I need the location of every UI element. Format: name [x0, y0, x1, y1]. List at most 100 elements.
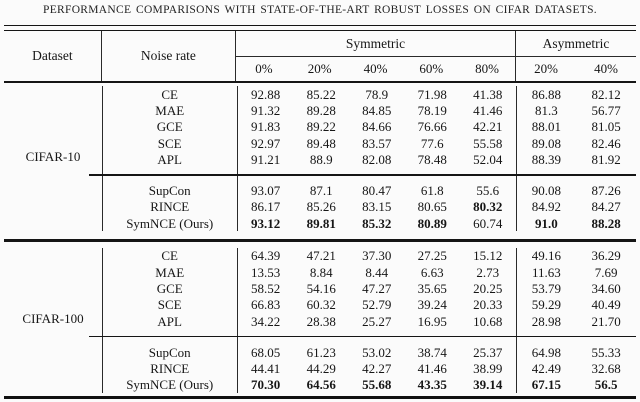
spacer-cell — [4, 167, 102, 182]
method-label: APL — [101, 151, 237, 168]
value-cell: 86.88 — [515, 86, 577, 103]
value-cell: 83.57 — [362, 135, 392, 151]
value-cell: 85.22 — [306, 86, 336, 102]
table-row: CE 64.39 47.21 37.30 27.25 15.12 49.16 36.29 — [4, 247, 636, 265]
method-label: GCE — [101, 280, 237, 297]
value-cell: 27.25 — [417, 248, 447, 264]
value-cell: 85.26 — [306, 199, 336, 215]
value-cell: 38.99 — [473, 361, 503, 377]
value-cell: 81.3 — [515, 102, 577, 119]
value-cell: 66.83 — [236, 296, 294, 313]
value-cell: 10.68 — [473, 313, 503, 329]
value-cell: 90.08 — [515, 182, 577, 199]
value-cell: 49.16 — [515, 247, 577, 265]
value-cell: 44.29 — [306, 361, 336, 377]
value-cell: 34.22 — [236, 312, 294, 330]
value-cell: 43.35 — [417, 377, 447, 393]
symmetric-noise-col: 20% — [307, 61, 332, 76]
value-cell: 41.46 — [473, 102, 503, 118]
spacer-cell — [4, 329, 102, 344]
value-cell: 87.1 — [309, 183, 333, 199]
dataset-label: CIFAR-10 — [25, 149, 81, 165]
value-cell: 77.6 — [420, 135, 444, 151]
value-cell: 60.32 — [306, 297, 336, 313]
value-cell: 52.04 — [473, 151, 503, 167]
table-row: MAE 91.32 89.28 84.85 78.19 41.46 81.3 56.77 — [4, 102, 636, 119]
value-cell: 83.15 — [362, 199, 392, 215]
value-cell: 91.0 — [515, 215, 577, 232]
table-row: SupCon 93.07 87.1 80.47 61.8 55.6 90.08 87.26 — [4, 182, 636, 199]
value-cell: 64.56 — [306, 377, 336, 393]
value-cell: 82.08 — [362, 151, 392, 167]
value-cell: 92.88 — [236, 86, 294, 103]
value-cell: 92.97 — [236, 134, 294, 152]
group-divider-rule — [89, 174, 636, 176]
symmetric-noise-col: 80% — [475, 61, 500, 76]
value-cell: 89.22 — [306, 119, 336, 135]
value-cell: 84.27 — [591, 199, 621, 215]
method-label: SymNCE (Ours) — [101, 376, 237, 394]
value-cell: 28.38 — [306, 313, 336, 329]
value-cell: 40.49 — [591, 297, 621, 313]
value-cell: 54.16 — [306, 281, 336, 296]
table-row: GCE 91.83 89.22 84.66 76.66 42.21 88.01 81.05 — [4, 118, 636, 135]
method-label: SCE — [101, 134, 237, 152]
value-cell: 84.92 — [515, 198, 577, 216]
dataset-label: CIFAR-100 — [22, 310, 84, 326]
value-cell: 60.74 — [473, 215, 503, 231]
value-cell: 42.21 — [473, 119, 503, 135]
value-cell: 53.79 — [515, 280, 577, 297]
value-cell: 47.27 — [362, 281, 392, 296]
header-symmetric-group: Symmetric 0% 20% 40% 60% 80% — [235, 31, 515, 81]
method-label: SupCon — [101, 182, 237, 199]
method-label: CE — [101, 86, 237, 103]
symmetric-noise-levels: 0% 20% 40% 60% 80% — [236, 57, 515, 81]
value-cell: 86.17 — [236, 198, 294, 216]
value-cell: 58.52 — [236, 280, 294, 297]
asymmetric-noise-col: 40% — [594, 61, 618, 76]
value-cell: 8.84 — [309, 264, 333, 280]
value-cell: 55.68 — [362, 377, 392, 393]
value-cell: 68.05 — [236, 344, 294, 361]
asymmetric-noise-col: 20% — [534, 61, 558, 76]
value-cell: 91.83 — [236, 118, 294, 135]
value-cell: 84.85 — [362, 102, 392, 118]
table-caption: PERFORMANCE COMPARISONS WITH STATE-OF-TH… — [0, 0, 640, 13]
value-cell: 82.12 — [591, 86, 621, 102]
value-cell: 52.79 — [362, 297, 392, 313]
value-cell: 88.39 — [515, 151, 577, 168]
method-label: SCE — [101, 296, 237, 313]
value-cell: 39.24 — [417, 297, 447, 313]
table-header: Dataset Noise rate Symmetric 0% 20% 40% 60%… — [4, 31, 636, 81]
value-cell: 71.98 — [417, 86, 447, 102]
value-cell: 76.66 — [417, 119, 447, 135]
value-cell: 39.14 — [473, 377, 503, 393]
header-noise-rate: Noise rate — [100, 31, 235, 81]
value-cell: 70.30 — [236, 376, 294, 394]
table-row: SupCon 68.05 61.23 53.02 38.74 25.37 64.98 55.3… — [4, 344, 636, 361]
value-cell: 89.48 — [306, 135, 336, 151]
value-cell: 15.12 — [473, 248, 503, 264]
table-row: GCE 58.52 54.16 47.27 35.65 20.25 53.79 34.60 — [4, 280, 636, 297]
value-cell: 78.19 — [417, 102, 447, 118]
value-cell: 89.81 — [306, 215, 336, 231]
table-row: RINCE 86.17 85.26 83.15 80.65 80.32 84.92 84.27 — [4, 198, 636, 216]
section-separator-rule — [4, 239, 636, 242]
value-cell: 34.60 — [591, 281, 621, 296]
value-cell: 67.15 — [515, 376, 577, 394]
table-top-rule — [4, 25, 636, 31]
table-row: MAE 13.53 8.84 8.44 6.63 2.73 11.63 7.69 — [4, 264, 636, 281]
value-cell: 59.29 — [515, 296, 577, 313]
header-symmetric: Symmetric — [236, 31, 515, 57]
value-cell: 85.32 — [362, 215, 392, 231]
value-cell: 81.05 — [591, 119, 621, 135]
value-cell: 80.32 — [473, 199, 503, 215]
method-label: SymNCE (Ours) — [101, 215, 237, 232]
value-cell: 61.23 — [306, 344, 336, 360]
value-cell: 89.28 — [306, 102, 336, 118]
header-asymmetric-group: Asymmetric 20% 40% — [515, 31, 636, 81]
value-cell: 78.9 — [365, 86, 389, 102]
table-row: CE 92.88 85.22 78.9 71.98 41.38 86.88 82.12 — [4, 86, 636, 103]
dataset-section: CIFAR-100 CE 64.39 47.21 37.30 27.25 15.12 49.1… — [4, 245, 636, 394]
